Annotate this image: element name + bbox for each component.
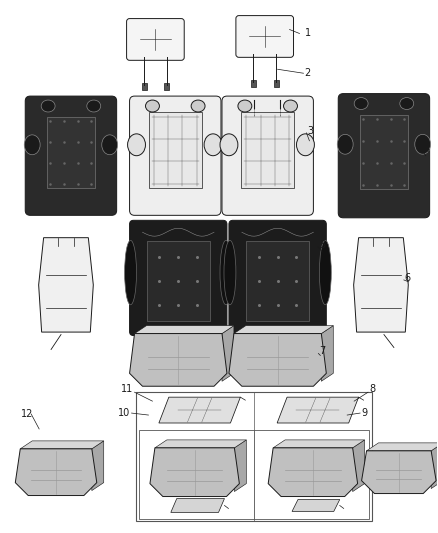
Ellipse shape <box>337 134 353 154</box>
Polygon shape <box>273 440 364 448</box>
Polygon shape <box>15 449 97 496</box>
Polygon shape <box>362 451 436 494</box>
Polygon shape <box>268 448 357 497</box>
Polygon shape <box>159 397 240 423</box>
FancyBboxPatch shape <box>229 220 326 336</box>
FancyBboxPatch shape <box>222 96 314 215</box>
Ellipse shape <box>400 98 414 109</box>
Bar <box>149 112 202 189</box>
Polygon shape <box>431 443 438 489</box>
Bar <box>360 115 408 189</box>
Polygon shape <box>353 238 408 332</box>
Ellipse shape <box>238 100 252 112</box>
Polygon shape <box>150 448 240 497</box>
Ellipse shape <box>220 240 232 305</box>
Text: 11: 11 <box>121 384 134 394</box>
FancyBboxPatch shape <box>130 96 221 215</box>
Text: 8: 8 <box>369 384 375 394</box>
Polygon shape <box>20 441 104 449</box>
Polygon shape <box>234 326 333 334</box>
Polygon shape <box>130 334 227 386</box>
Ellipse shape <box>191 100 205 112</box>
Text: 1: 1 <box>304 28 311 38</box>
Ellipse shape <box>102 135 118 155</box>
Polygon shape <box>39 238 93 332</box>
Polygon shape <box>277 397 359 423</box>
Text: 6: 6 <box>405 273 411 283</box>
Polygon shape <box>171 498 224 512</box>
FancyBboxPatch shape <box>127 19 184 60</box>
Bar <box>246 241 309 321</box>
Text: 4: 4 <box>424 144 430 154</box>
Polygon shape <box>292 499 340 512</box>
Bar <box>241 112 294 189</box>
Polygon shape <box>92 441 104 490</box>
Ellipse shape <box>87 100 101 112</box>
Ellipse shape <box>124 240 137 305</box>
Text: 3: 3 <box>307 126 314 136</box>
Ellipse shape <box>319 240 331 305</box>
Polygon shape <box>234 440 246 491</box>
Ellipse shape <box>204 134 222 156</box>
Polygon shape <box>321 326 333 381</box>
Bar <box>141 83 147 90</box>
Polygon shape <box>353 440 364 491</box>
Bar <box>138 430 369 519</box>
FancyBboxPatch shape <box>130 220 227 336</box>
Ellipse shape <box>41 100 55 112</box>
FancyBboxPatch shape <box>25 96 117 215</box>
Text: 10: 10 <box>118 408 131 418</box>
Text: 2: 2 <box>304 68 311 78</box>
Ellipse shape <box>415 134 431 154</box>
Ellipse shape <box>297 134 314 156</box>
Ellipse shape <box>145 100 159 112</box>
Bar <box>251 80 256 87</box>
Ellipse shape <box>220 134 238 156</box>
Text: 5: 5 <box>319 240 325 250</box>
Ellipse shape <box>224 240 236 305</box>
FancyBboxPatch shape <box>338 94 430 218</box>
Bar <box>164 83 169 90</box>
Text: 12: 12 <box>21 409 34 419</box>
Polygon shape <box>155 440 246 448</box>
Ellipse shape <box>354 98 368 109</box>
Polygon shape <box>367 443 438 451</box>
Polygon shape <box>222 326 234 381</box>
Text: 9: 9 <box>361 408 367 418</box>
FancyBboxPatch shape <box>236 15 293 58</box>
Bar <box>274 80 279 87</box>
Ellipse shape <box>283 100 297 112</box>
Bar <box>135 392 372 521</box>
Polygon shape <box>134 326 234 334</box>
Bar <box>147 241 209 321</box>
Text: 7: 7 <box>319 346 325 357</box>
Ellipse shape <box>127 134 145 156</box>
Bar <box>46 117 95 188</box>
Polygon shape <box>229 334 326 386</box>
Ellipse shape <box>24 135 40 155</box>
